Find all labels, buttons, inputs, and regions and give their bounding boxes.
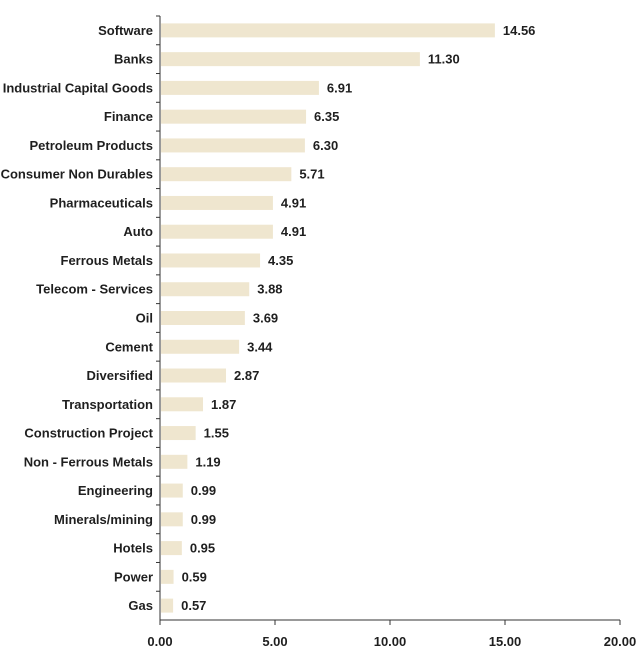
- category-label-11: Cement: [105, 339, 153, 354]
- category-label-19: Power: [114, 569, 153, 584]
- bar-16: [161, 483, 183, 498]
- value-label-14: 1.55: [204, 426, 229, 441]
- bar-20: [161, 598, 174, 613]
- value-label-6: 4.91: [281, 195, 306, 210]
- bar-0: [161, 23, 495, 38]
- x-tick-label-4: 20.00: [604, 634, 637, 649]
- category-label-0: Software: [98, 23, 153, 38]
- category-label-9: Telecom - Services: [36, 282, 153, 297]
- category-label-14: Construction Project: [24, 426, 153, 441]
- category-label-4: Petroleum Products: [29, 138, 153, 153]
- value-label-3: 6.35: [314, 109, 339, 124]
- x-tick-label-2: 10.00: [374, 634, 407, 649]
- bar-7: [161, 224, 273, 239]
- x-tick-label-0: 0.00: [147, 634, 172, 649]
- value-label-0: 14.56: [503, 23, 536, 38]
- category-label-2: Industrial Capital Goods: [3, 80, 153, 95]
- value-label-11: 3.44: [247, 339, 273, 354]
- category-label-8: Ferrous Metals: [61, 253, 153, 268]
- bar-4: [161, 138, 305, 153]
- x-tick-label-3: 15.00: [489, 634, 522, 649]
- bar-15: [161, 454, 188, 469]
- value-label-2: 6.91: [327, 80, 352, 95]
- labels-layer: Software 14.56 Banks 11.30 Industrial Capita…: [1, 23, 536, 613]
- bar-18: [161, 541, 182, 556]
- bar-14: [161, 426, 196, 441]
- bar-12: [161, 368, 227, 383]
- value-label-7: 4.91: [281, 224, 306, 239]
- value-label-12: 2.87: [234, 368, 259, 383]
- bar-13: [161, 397, 204, 412]
- bar-19: [161, 569, 174, 584]
- category-label-15: Non - Ferrous Metals: [24, 454, 153, 469]
- value-label-5: 5.71: [299, 167, 324, 182]
- category-label-16: Engineering: [78, 483, 153, 498]
- category-label-6: Pharmaceuticals: [50, 195, 153, 210]
- value-label-20: 0.57: [181, 598, 206, 613]
- bar-11: [161, 339, 240, 354]
- category-label-18: Hotels: [113, 541, 153, 556]
- bar-1: [161, 52, 420, 67]
- value-label-17: 0.99: [191, 512, 216, 527]
- bar-5: [161, 167, 292, 182]
- category-label-12: Diversified: [87, 368, 154, 383]
- bar-17: [161, 512, 183, 527]
- value-label-8: 4.35: [268, 253, 293, 268]
- value-label-16: 0.99: [191, 483, 216, 498]
- category-label-13: Transportation: [62, 397, 153, 412]
- value-label-4: 6.30: [313, 138, 338, 153]
- category-label-1: Banks: [114, 52, 153, 67]
- x-ticks-layer: 0.00 5.00 10.00 15.00 20.00: [147, 15, 637, 649]
- value-label-13: 1.87: [211, 397, 236, 412]
- bar-10: [161, 311, 245, 325]
- category-label-7: Auto: [123, 224, 153, 239]
- category-label-3: Finance: [104, 109, 153, 124]
- category-label-10: Oil: [136, 311, 153, 326]
- value-label-1: 11.30: [428, 52, 460, 67]
- value-label-19: 0.59: [182, 569, 207, 584]
- x-tick-label-1: 5.00: [262, 634, 287, 649]
- bar-6: [161, 195, 273, 210]
- value-label-9: 3.88: [257, 282, 282, 297]
- value-label-18: 0.95: [190, 541, 215, 556]
- bar-9: [161, 282, 250, 297]
- bars-layer: [161, 23, 495, 613]
- bar-8: [161, 253, 261, 268]
- category-label-5: Consumer Non Durables: [1, 167, 153, 182]
- category-label-20: Gas: [128, 598, 153, 613]
- value-label-10: 3.69: [253, 311, 278, 326]
- bar-3: [161, 109, 307, 124]
- category-label-17: Minerals/mining: [54, 512, 153, 527]
- value-label-15: 1.19: [195, 454, 220, 469]
- bar-2: [161, 80, 319, 95]
